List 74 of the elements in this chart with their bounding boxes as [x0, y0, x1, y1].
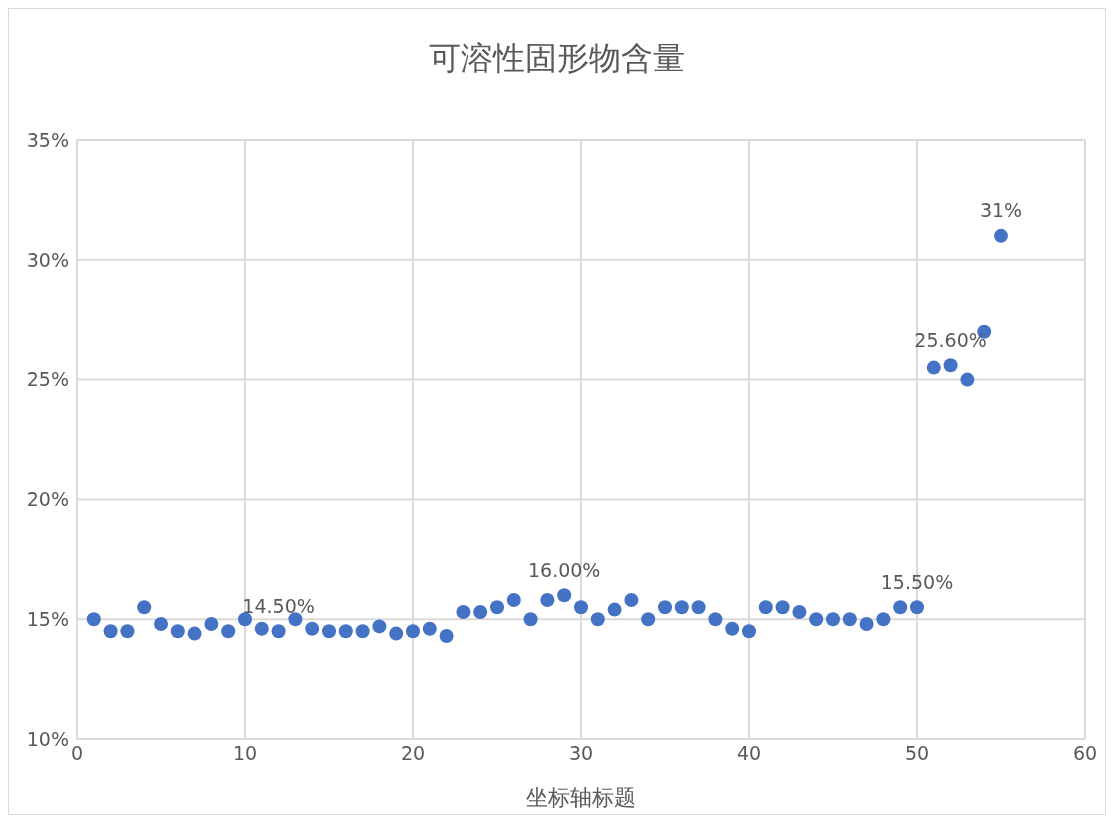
data-label: 25.60%	[914, 328, 987, 351]
point	[960, 372, 975, 387]
point	[187, 626, 202, 641]
point	[338, 624, 353, 639]
point	[439, 628, 454, 643]
x-tick-label: 30	[568, 742, 594, 765]
point	[893, 600, 908, 615]
point	[691, 600, 706, 615]
y-tick-label: 35%	[26, 128, 69, 151]
y-tick-label: 25%	[26, 368, 69, 391]
point	[658, 600, 672, 615]
y-tick-label: 15%	[26, 607, 69, 630]
data-label: 14.50%	[242, 594, 315, 617]
point	[389, 626, 404, 641]
point	[406, 624, 420, 639]
data-label: 31%	[979, 199, 1023, 222]
point	[204, 616, 219, 631]
point	[809, 612, 824, 627]
point	[994, 228, 1008, 243]
point	[288, 612, 303, 627]
point	[506, 593, 521, 608]
data-label: 16.00%	[527, 558, 601, 581]
x-tick-label: 40	[736, 742, 762, 765]
point	[859, 616, 874, 631]
point	[456, 605, 471, 620]
point	[557, 588, 572, 603]
point	[103, 624, 118, 639]
point	[254, 621, 269, 636]
point	[926, 360, 941, 375]
point	[574, 600, 588, 615]
point	[473, 605, 488, 620]
point	[322, 624, 336, 639]
x-tick-label: 10	[232, 742, 258, 765]
point	[725, 621, 740, 636]
data-label: 15.50%	[880, 570, 954, 593]
point	[742, 624, 756, 639]
point	[842, 612, 857, 627]
y-tick-label: 30%	[26, 248, 69, 271]
point	[826, 612, 840, 627]
x-tick-label: 60	[1072, 742, 1098, 765]
point	[355, 624, 370, 639]
x-axis-title: 坐标轴标题	[526, 785, 636, 810]
y-tick-label: 20%	[26, 488, 69, 511]
point	[641, 612, 656, 627]
point	[422, 621, 437, 636]
point	[943, 358, 958, 373]
point	[775, 600, 790, 615]
point	[910, 600, 924, 615]
point	[758, 600, 773, 615]
point	[708, 612, 723, 627]
point	[120, 624, 135, 639]
point	[876, 612, 891, 627]
chart-title: 可溶性固形物含量	[428, 38, 686, 79]
point	[221, 624, 236, 639]
x-tick-label: 20	[400, 742, 426, 765]
point	[674, 600, 689, 615]
point	[624, 593, 639, 608]
point	[170, 624, 185, 639]
x-tick-label: 0	[70, 742, 84, 765]
point	[490, 600, 504, 615]
point	[86, 612, 101, 627]
point	[137, 600, 152, 615]
point	[540, 593, 555, 608]
point	[792, 605, 807, 620]
point	[590, 612, 605, 627]
point	[607, 602, 622, 617]
point	[305, 621, 320, 636]
point	[372, 619, 387, 634]
point	[271, 624, 286, 639]
y-tick-label: 10%	[26, 727, 69, 750]
point	[154, 616, 168, 631]
point	[523, 612, 538, 627]
x-tick-label: 50	[904, 742, 930, 765]
point	[238, 612, 252, 627]
